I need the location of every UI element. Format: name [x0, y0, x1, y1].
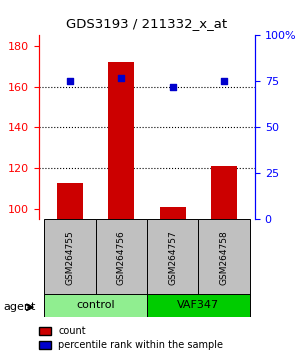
Text: agent: agent — [3, 302, 35, 312]
FancyBboxPatch shape — [147, 294, 250, 317]
Point — [68, 79, 72, 84]
Point — [170, 84, 175, 90]
Text: VAF347: VAF347 — [177, 300, 220, 310]
Text: count: count — [58, 326, 86, 336]
Point — [119, 75, 124, 81]
Bar — [57, 183, 83, 219]
Point — [222, 79, 226, 84]
Text: GDS3193 / 211332_x_at: GDS3193 / 211332_x_at — [66, 17, 228, 30]
FancyBboxPatch shape — [96, 219, 147, 296]
FancyBboxPatch shape — [147, 219, 198, 296]
Bar — [160, 207, 186, 219]
Bar — [211, 166, 237, 219]
Text: percentile rank within the sample: percentile rank within the sample — [58, 340, 224, 350]
FancyBboxPatch shape — [44, 219, 96, 296]
Bar — [108, 62, 134, 219]
FancyBboxPatch shape — [198, 219, 250, 296]
Text: GSM264758: GSM264758 — [220, 230, 229, 285]
Text: GSM264756: GSM264756 — [117, 230, 126, 285]
Text: GSM264755: GSM264755 — [65, 230, 74, 285]
FancyBboxPatch shape — [44, 294, 147, 317]
Text: control: control — [76, 300, 115, 310]
Text: GSM264757: GSM264757 — [168, 230, 177, 285]
